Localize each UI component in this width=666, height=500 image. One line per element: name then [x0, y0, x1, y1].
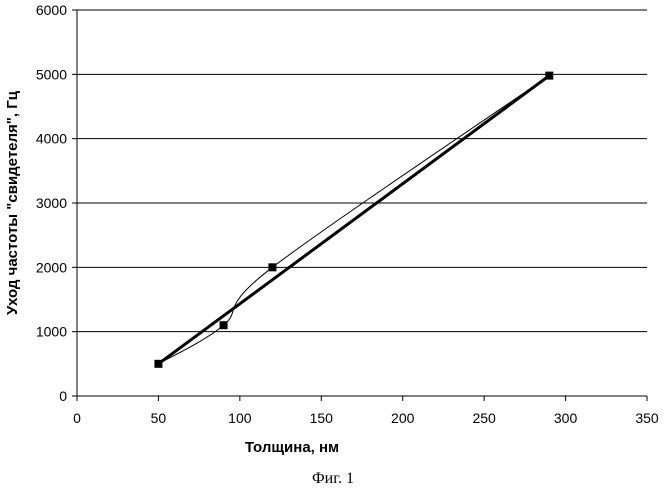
x-tick-label: 0 [73, 410, 81, 426]
y-tick-label: 5000 [36, 66, 67, 82]
x-tick-label: 250 [472, 410, 496, 426]
y-axis-title: Уход частоты "свидетеля", Гц [4, 90, 21, 315]
x-tick-labels: 0 50 100 150 200 250 300 350 [73, 396, 659, 426]
figure-caption: Фиг. 1 [0, 470, 666, 488]
x-tick-label: 150 [310, 410, 334, 426]
y-tick-label: 2000 [36, 259, 67, 275]
y-tick-label: 6000 [36, 2, 67, 18]
y-tick-label: 1000 [36, 324, 67, 340]
data-point-marker [268, 263, 276, 271]
x-tick-label: 200 [391, 410, 415, 426]
y-tick-label: 4000 [36, 131, 67, 147]
x-tick-label: 100 [228, 410, 252, 426]
x-tick-label: 300 [554, 410, 578, 426]
data-point-marker [545, 72, 553, 80]
y-tick-label: 3000 [36, 195, 67, 211]
data-point-marker [154, 360, 162, 368]
y-tick-labels: 0 1000 2000 3000 4000 5000 6000 [36, 2, 77, 404]
x-tick-label: 50 [151, 410, 167, 426]
x-axis-title: Толщина, нм [245, 439, 339, 456]
x-tick-label: 350 [635, 410, 659, 426]
y-tick-label: 0 [59, 388, 67, 404]
data-point-marker [220, 321, 228, 329]
